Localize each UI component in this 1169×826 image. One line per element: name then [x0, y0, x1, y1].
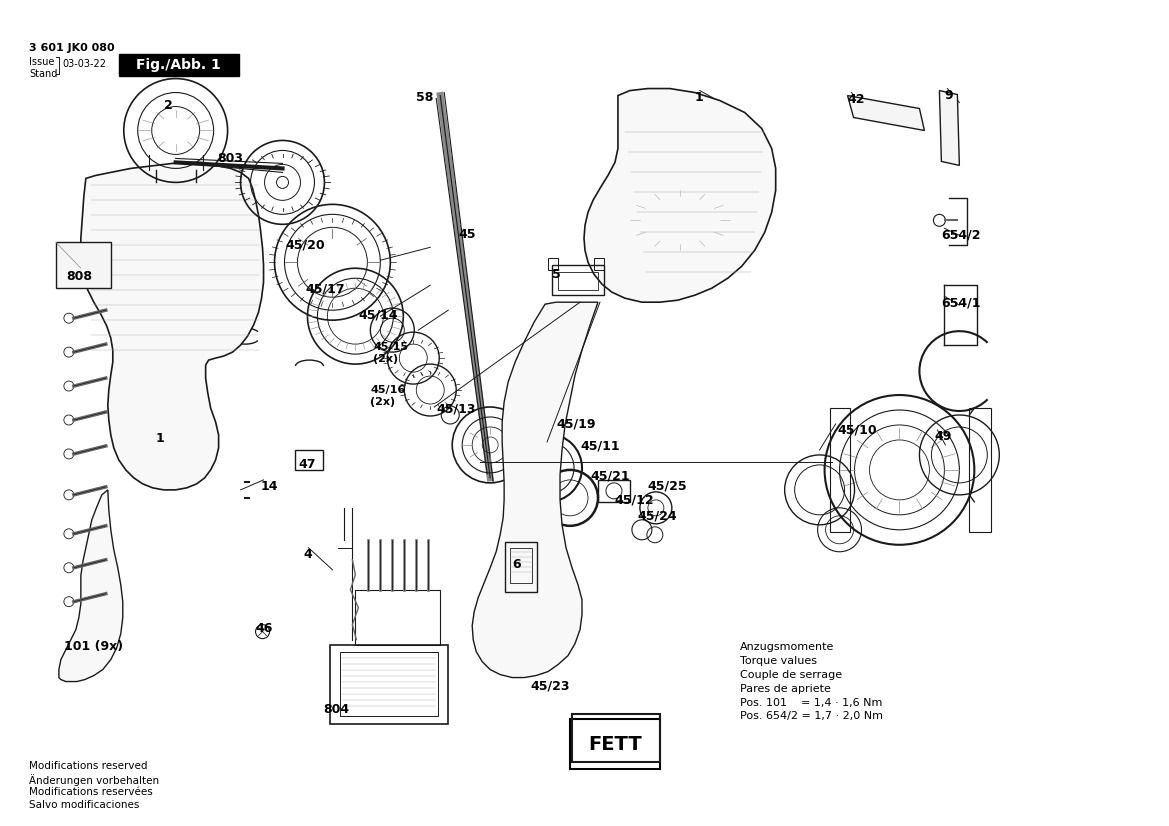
- Text: 47: 47: [298, 458, 316, 471]
- Text: Torque values: Torque values: [740, 656, 817, 666]
- Bar: [599, 480, 630, 502]
- Text: 45/12: 45/12: [614, 494, 653, 507]
- Text: 3 601 JK0 080: 3 601 JK0 080: [29, 43, 115, 53]
- Text: 45/14: 45/14: [359, 308, 397, 321]
- Text: 808: 808: [65, 270, 92, 283]
- Text: 804: 804: [324, 702, 350, 715]
- Polygon shape: [848, 96, 925, 131]
- FancyBboxPatch shape: [119, 54, 238, 75]
- Bar: [505, 542, 537, 591]
- Text: 9: 9: [945, 88, 953, 102]
- Text: 654/1: 654/1: [941, 297, 981, 309]
- Text: Couple de serrage: Couple de serrage: [740, 670, 842, 680]
- Text: 42: 42: [848, 93, 865, 106]
- Text: Stand: Stand: [29, 69, 57, 78]
- Bar: [548, 259, 558, 270]
- Text: Salvo modificaciones: Salvo modificaciones: [29, 800, 139, 810]
- Text: 4: 4: [304, 548, 312, 561]
- Text: 2: 2: [164, 98, 173, 112]
- Text: 03-03-22: 03-03-22: [62, 59, 106, 69]
- Text: 14: 14: [261, 480, 278, 493]
- Bar: [570, 719, 659, 769]
- Bar: [296, 450, 324, 470]
- Bar: [830, 408, 850, 532]
- Text: Pares de apriete: Pares de apriete: [740, 684, 831, 694]
- Text: 49: 49: [934, 430, 952, 443]
- Text: Pos. 101    = 1,4 · 1,6 Nm: Pos. 101 = 1,4 · 1,6 Nm: [740, 697, 883, 708]
- Text: Fig./Abb. 1: Fig./Abb. 1: [137, 58, 221, 72]
- Bar: [340, 652, 438, 716]
- Text: 45/24: 45/24: [638, 510, 678, 523]
- Polygon shape: [584, 88, 776, 302]
- Text: 5: 5: [552, 268, 561, 281]
- Bar: [510, 548, 532, 582]
- Bar: [558, 273, 599, 290]
- Text: 45/20: 45/20: [285, 238, 325, 251]
- Text: Anzugsmomente: Anzugsmomente: [740, 642, 835, 652]
- Bar: [969, 408, 991, 532]
- Bar: [552, 265, 604, 295]
- Text: 6: 6: [512, 558, 520, 571]
- Text: 45/25: 45/25: [648, 480, 687, 493]
- Bar: [594, 259, 604, 270]
- Text: 45/23: 45/23: [530, 680, 569, 692]
- Text: Modifications reservées: Modifications reservées: [29, 787, 153, 797]
- Text: 45/15
(2x): 45/15 (2x): [373, 342, 408, 363]
- Text: 45/10: 45/10: [837, 424, 877, 437]
- Text: 45/16
(2x): 45/16 (2x): [371, 385, 406, 406]
- Text: 1: 1: [155, 432, 165, 445]
- Polygon shape: [56, 242, 111, 288]
- Bar: [355, 590, 441, 644]
- Text: Änderungen vorbehalten: Änderungen vorbehalten: [29, 775, 159, 786]
- Polygon shape: [940, 91, 960, 165]
- Text: 45/21: 45/21: [590, 470, 630, 483]
- Text: 45/17: 45/17: [305, 282, 345, 295]
- Text: 45/11: 45/11: [580, 440, 620, 453]
- Text: 1: 1: [694, 91, 704, 103]
- Bar: [331, 644, 448, 724]
- Polygon shape: [81, 163, 263, 490]
- Bar: [572, 714, 659, 762]
- Text: 46: 46: [256, 622, 272, 634]
- Polygon shape: [472, 302, 599, 677]
- Text: 45: 45: [458, 228, 476, 241]
- Text: Modifications reserved: Modifications reserved: [29, 762, 147, 771]
- Text: Pos. 654/2 = 1,7 · 2,0 Nm: Pos. 654/2 = 1,7 · 2,0 Nm: [740, 711, 883, 721]
- Text: 101 (9x): 101 (9x): [64, 639, 123, 653]
- Text: 803: 803: [217, 153, 243, 165]
- Text: Issue: Issue: [29, 57, 54, 67]
- Text: FETT: FETT: [588, 735, 642, 754]
- Text: 654/2: 654/2: [941, 228, 981, 241]
- Text: 45/13: 45/13: [436, 402, 476, 415]
- Text: 45/19: 45/19: [556, 418, 595, 431]
- Text: 58: 58: [416, 91, 434, 103]
- Polygon shape: [58, 490, 123, 681]
